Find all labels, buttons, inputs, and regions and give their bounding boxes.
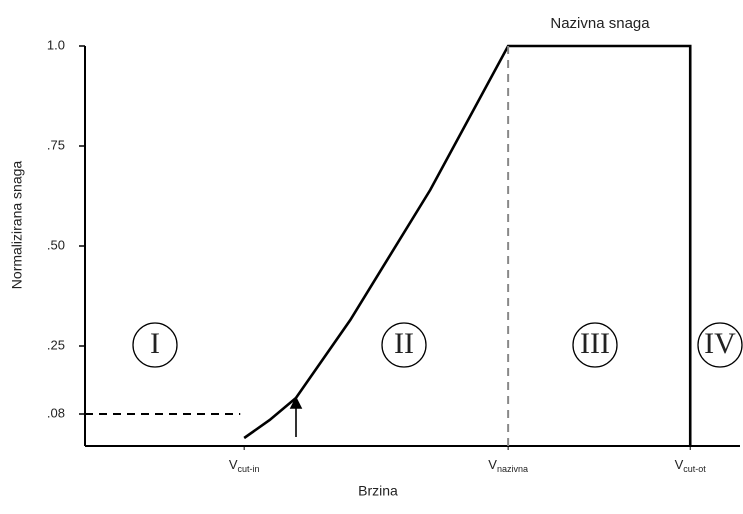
y-tick-label: .50 xyxy=(47,237,65,252)
x-tick-sub: nazivna xyxy=(497,464,528,474)
x-axis-title: Brzina xyxy=(358,483,398,499)
x-tick-label: Vnazivna xyxy=(488,457,528,474)
series-line xyxy=(243,44,692,446)
x-tick-main: V xyxy=(675,457,684,472)
x-tick-sub: cut-in xyxy=(237,464,259,474)
annotation: Nazivna snaga xyxy=(550,15,650,32)
y-tick-label: .25 xyxy=(47,337,65,352)
y-tick-label: .08 xyxy=(47,405,65,420)
y-axis-title: Normalizirana snaga xyxy=(9,161,25,290)
x-tick-label: Vcut-ot xyxy=(675,457,707,474)
x-tick-sub: cut-ot xyxy=(683,464,706,474)
region-circle xyxy=(697,322,743,368)
x-tick-main: V xyxy=(229,457,238,472)
regions: I II III IV xyxy=(132,322,743,368)
region-circle xyxy=(132,322,178,368)
arrow xyxy=(289,396,303,437)
y-tick-label: 1.0 xyxy=(47,37,65,52)
region-label: III xyxy=(580,327,610,360)
x-tick-label: Vcut-in xyxy=(229,457,260,474)
region-label: I xyxy=(150,327,160,360)
region-circle xyxy=(572,322,618,368)
region-label: II xyxy=(394,327,414,360)
x-tick-main: V xyxy=(488,457,497,472)
y-tick-label: .75 xyxy=(47,137,65,152)
region-circle xyxy=(381,322,427,368)
region-label: IV xyxy=(704,327,736,360)
